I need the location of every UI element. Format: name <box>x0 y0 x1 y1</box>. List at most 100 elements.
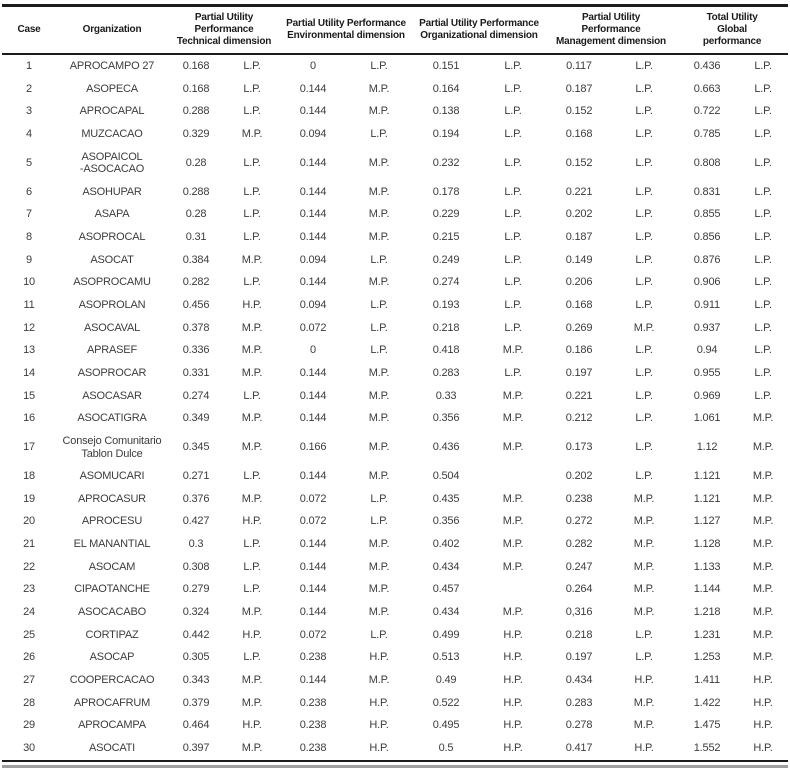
table-row: 26 ASOCAP 0.305 L.P. 0.238 H.P. 0.513 H.… <box>2 646 788 669</box>
environmental-rating-cell: L.P. <box>370 515 388 528</box>
total-value-cell: 0.436 <box>693 60 721 72</box>
table-row: 12 ASOCAVAL 0.378 M.P. 0.072 L.P. 0.218 … <box>2 317 788 340</box>
total-rating-cell: H.P. <box>753 673 773 686</box>
organizational-rating-cell: L.P. <box>504 156 522 169</box>
management-rating-cell: H.P. <box>634 673 654 686</box>
organizational-rating-cell <box>480 465 546 488</box>
management-value-cell: 0.238 <box>565 492 593 505</box>
organizational-rating-cell: L.P. <box>504 253 522 266</box>
technical-rating-cell: L.P. <box>243 389 261 402</box>
organizational-value-cell: 0.356 <box>432 412 460 425</box>
organizational-rating-cell: L.P. <box>504 276 522 289</box>
total-rating-cell: L.P. <box>754 231 772 244</box>
management-value-cell: 0.212 <box>565 412 593 425</box>
technical-value-cell: 0.3 <box>188 538 204 551</box>
total-rating-cell: L.P. <box>754 82 772 95</box>
environmental-value-cell: 0 <box>310 344 316 357</box>
environmental-rating-cell: M.P. <box>368 538 390 551</box>
organizational-rating-cell: H.P. <box>503 628 523 641</box>
management-rating-cell: M.P. <box>633 606 655 619</box>
organizational-rating-cell: H.P. <box>503 673 523 686</box>
technical-value-cell: 0.282 <box>182 276 210 289</box>
environmental-value-cell: 0.144 <box>299 208 327 221</box>
total-rating-cell: H.P. <box>753 696 773 709</box>
total-rating-cell: L.P. <box>754 156 772 169</box>
case-cell: 23 <box>23 583 35 596</box>
organizational-value-cell: 0.229 <box>432 208 460 221</box>
technical-value-cell: 0.168 <box>182 60 210 72</box>
organization-cell: ASOHUPAR <box>82 185 142 198</box>
environmental-value-cell: 0.144 <box>299 156 327 169</box>
environmental-value-cell: 0.094 <box>299 299 327 312</box>
table-row: 5 ASOPAICOL -ASOCACAO 0.28 L.P. 0.144 M.… <box>2 146 788 181</box>
environmental-rating-cell: L.P. <box>370 492 388 505</box>
organization-cell: APROCAMPO 27 <box>69 60 155 72</box>
organization-cell: ASOCACABO <box>78 606 146 619</box>
environmental-rating-cell: H.P. <box>369 719 389 732</box>
total-value-cell: 0.911 <box>694 299 720 312</box>
total-rating-cell: M.P. <box>752 538 774 551</box>
technical-value-cell: 0.288 <box>182 105 210 118</box>
technical-rating-cell: M.P. <box>241 696 263 709</box>
technical-rating-cell: L.P. <box>243 208 261 221</box>
organization-cell: ASOPROCAL <box>78 231 146 244</box>
management-rating-cell: L.P. <box>635 105 653 118</box>
management-rating-cell: L.P. <box>635 185 653 198</box>
organizational-rating-cell: M.P. <box>502 412 524 425</box>
organizational-rating-cell: L.P. <box>504 60 522 72</box>
environmental-value-cell: 0.238 <box>299 651 327 664</box>
environmental-value-cell: 0.144 <box>299 185 327 198</box>
total-value-cell: 1.121 <box>693 470 721 483</box>
table-row: 29 APROCAMPA 0.464 H.P. 0.238 H.P. 0.495… <box>2 714 788 737</box>
header-organization: Organization <box>56 5 168 55</box>
environmental-value-cell: 0.072 <box>299 492 327 505</box>
total-rating-cell: L.P. <box>754 60 772 72</box>
total-value-cell: 1.475 <box>693 719 721 732</box>
total-value-cell: 0.722 <box>693 105 721 118</box>
management-value-cell: 0.187 <box>565 231 593 244</box>
environmental-rating-cell: M.P. <box>368 606 390 619</box>
organization-cell: ASOMUCARI <box>79 470 145 483</box>
technical-value-cell: 0.31 <box>185 231 207 244</box>
environmental-rating-cell: M.P. <box>368 82 390 95</box>
technical-value-cell: 0.331 <box>182 366 210 379</box>
table-row: 24 ASOCACABO 0.324 M.P. 0.144 M.P. 0.434… <box>2 601 788 624</box>
organizational-rating-cell: L.P. <box>504 105 522 118</box>
total-value-cell: 0.855 <box>693 208 721 221</box>
organizational-rating-cell: M.P. <box>502 492 524 505</box>
management-rating-cell: M.P. <box>633 719 655 732</box>
table-row: 22 ASOCAM 0.308 L.P. 0.144 M.P. 0.434 M.… <box>2 556 788 579</box>
management-value-cell: 0.206 <box>565 276 593 289</box>
management-value-cell: 0.272 <box>565 515 593 528</box>
organizational-rating-cell: L.P. <box>504 231 522 244</box>
organizational-rating-cell <box>480 578 546 601</box>
case-cell: 3 <box>26 105 32 118</box>
organizational-rating-cell: H.P. <box>503 719 523 732</box>
environmental-rating-cell: M.P. <box>368 366 390 379</box>
technical-rating-cell: M.P. <box>241 366 263 379</box>
technical-rating-cell: L.P. <box>243 82 261 95</box>
environmental-rating-cell: L.P. <box>370 321 388 334</box>
technical-value-cell: 0.378 <box>182 321 210 334</box>
organization-cell: CORTIPAZ <box>85 628 139 641</box>
total-rating-cell: M.P. <box>752 583 774 596</box>
technical-rating-cell: L.P. <box>243 60 261 72</box>
management-rating-cell: M.P. <box>633 560 655 573</box>
environmental-rating-cell: M.P. <box>368 560 390 573</box>
total-value-cell: 1.552 <box>693 741 721 754</box>
management-value-cell: 0.187 <box>565 82 593 95</box>
management-rating-cell: L.P. <box>635 366 653 379</box>
total-value-cell: 1.411 <box>694 673 720 686</box>
technical-rating-cell: H.P. <box>242 719 262 732</box>
environmental-value-cell: 0.072 <box>299 515 327 528</box>
management-rating-cell: L.P. <box>635 82 653 95</box>
environmental-rating-cell: H.P. <box>369 741 389 754</box>
organizational-rating-cell: L.P. <box>504 127 522 140</box>
organizational-value-cell: 0.434 <box>432 606 460 619</box>
organizational-value-cell: 0.504 <box>432 470 460 483</box>
technical-rating-cell: M.P. <box>241 412 263 425</box>
environmental-value-cell: 0.144 <box>299 276 327 289</box>
technical-value-cell: 0.456 <box>182 299 210 312</box>
total-value-cell: 0.808 <box>693 156 721 169</box>
organizational-value-cell: 0.495 <box>432 719 460 732</box>
